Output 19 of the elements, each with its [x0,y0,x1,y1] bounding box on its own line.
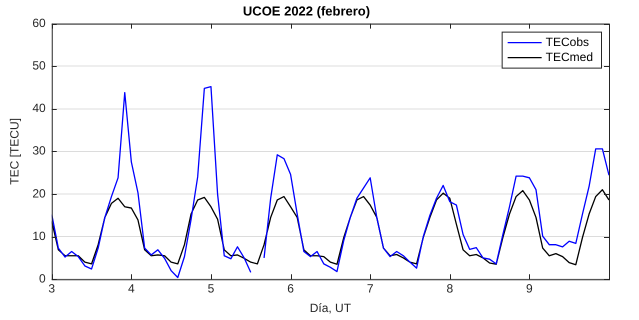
y-tick-label: 30 [32,144,46,158]
legend-label: TECobs [546,34,590,49]
y-tick-label: 10 [32,228,46,243]
y-tick-label: 60 [32,16,46,30]
x-tick-label: 3 [48,282,56,296]
y-tick-label: 40 [32,101,46,116]
y-axis-title: TEC [TECU] [8,118,22,185]
y-tick-label: 20 [32,186,46,200]
x-tick-label: 8 [446,282,454,296]
y-tick-label: 50 [32,58,46,73]
x-tick-label: 7 [366,282,374,296]
y-tick-label: 0 [39,272,46,286]
x-tick-label: 9 [526,282,534,296]
x-tick-label: 6 [287,282,294,296]
x-axis-title: Día, UT [310,301,352,316]
x-tick-label: 4 [128,282,136,296]
x-tick-label: 5 [208,282,215,296]
chart-title: UCOE 2022 (febrero) [242,3,370,18]
legend-label: TECmed [546,50,593,64]
